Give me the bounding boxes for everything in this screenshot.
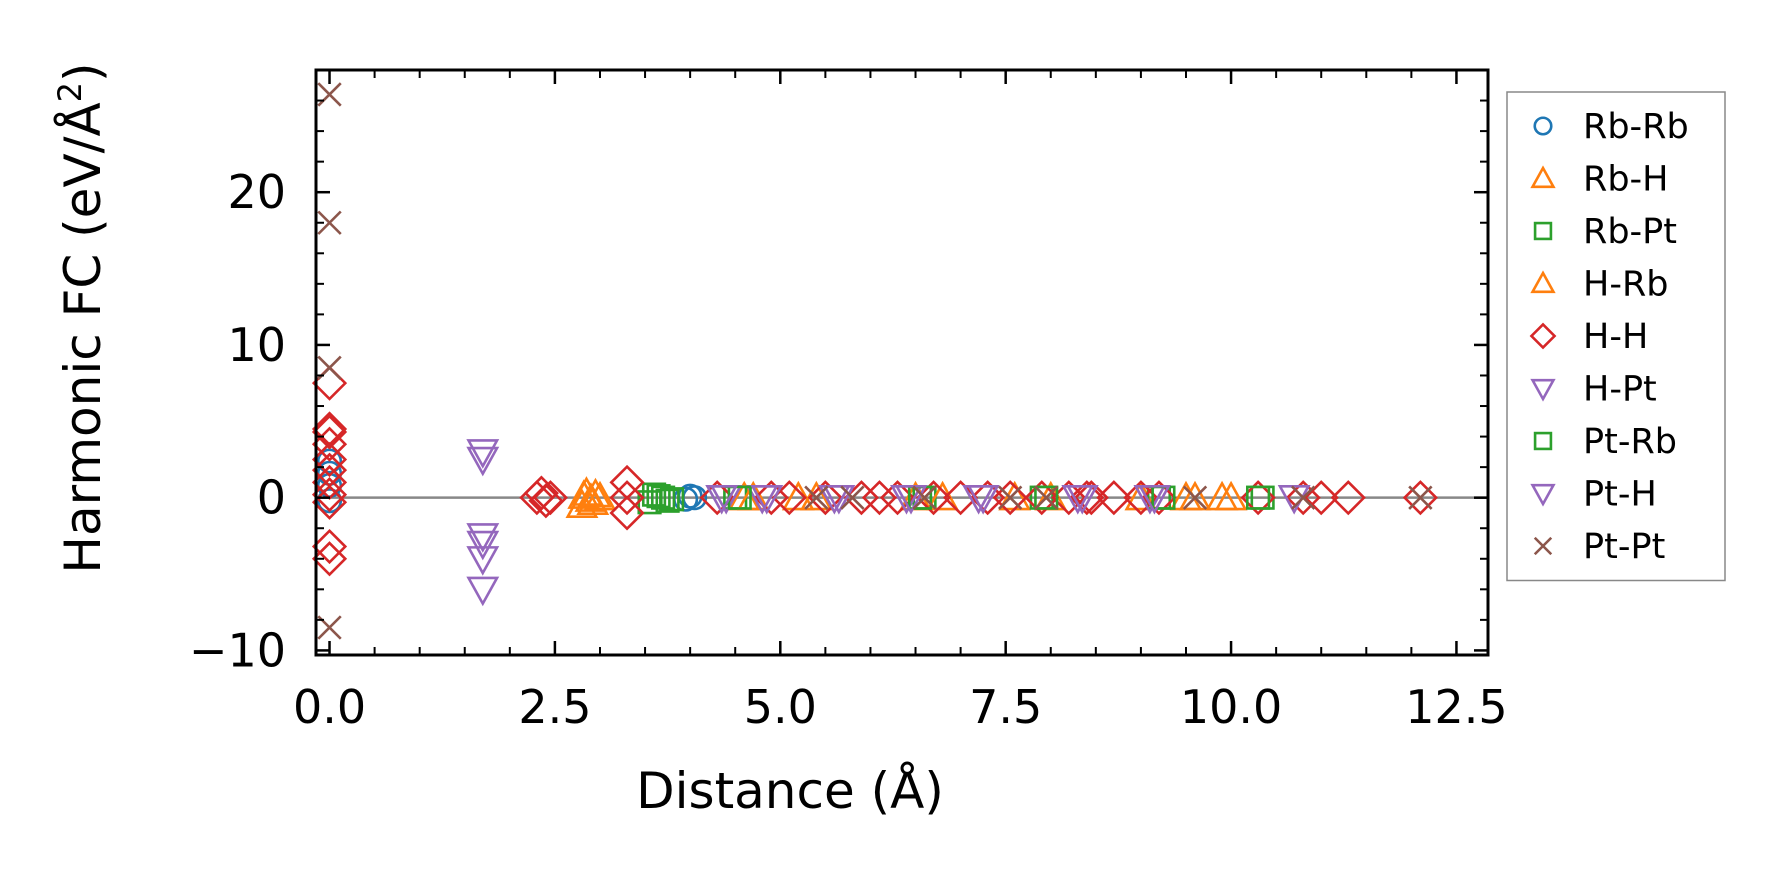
point-h-h-19 <box>753 480 789 516</box>
point-h-rb-7 <box>1214 480 1248 511</box>
point-pt-pt-11 <box>1408 485 1433 510</box>
point-rb-pt-2 <box>650 485 676 510</box>
point-h-h-14 <box>532 480 568 516</box>
point-h-pt-2 <box>466 523 500 553</box>
plot-frame <box>314 68 1490 657</box>
legend-marker-rb-h <box>1530 165 1556 189</box>
point-h-h-28 <box>992 480 1028 516</box>
point-h-h-3 <box>311 426 348 462</box>
legend-marker-h-h <box>1529 322 1557 350</box>
point-rb-pt-1 <box>641 482 667 507</box>
point-h-h-37 <box>1285 480 1321 516</box>
point-pt-rb-1 <box>655 488 680 513</box>
point-h-h-39 <box>1330 480 1366 516</box>
point-pt-h-0 <box>705 484 739 515</box>
point-pt-h-1 <box>750 484 784 515</box>
legend-marker-h-pt <box>1530 378 1556 402</box>
y-tick-label-2: 10 <box>227 318 286 372</box>
point-h-h-17 <box>609 480 645 516</box>
point-h-h-9 <box>311 477 348 513</box>
point-h-rb-2 <box>736 480 770 511</box>
x-tick-label-3: 7.5 <box>969 680 1042 734</box>
point-h-h-31 <box>1069 480 1105 516</box>
y-axis-title-superscript: 2 <box>51 82 89 102</box>
point-pt-pt-7 <box>998 485 1023 510</box>
point-h-rb-1 <box>576 485 610 515</box>
point-pt-h-3 <box>894 484 928 515</box>
point-h-h-23 <box>861 480 898 516</box>
legend-marker-h-rb <box>1530 270 1556 294</box>
point-h-h-35 <box>1141 480 1177 516</box>
point-h-h-38 <box>1303 480 1339 516</box>
legend-marker-rb-rb <box>1533 116 1553 136</box>
point-pt-pt-6 <box>912 485 937 510</box>
legend: Rb-Rb Rb-H Rb-Pt H-Rb H-H H-Pt Pt-Rb Pt-H Pt-Pt <box>1506 91 1726 582</box>
point-pt-pt-10 <box>1291 485 1316 510</box>
point-rb-pt-3 <box>660 487 685 512</box>
y-tick-label-0: −10 <box>189 623 286 677</box>
x-tick-label-0: 0.0 <box>293 680 366 734</box>
x-tick-label-2: 5.0 <box>744 680 817 734</box>
y-axis-title: Harmonic FC (eV/Å2) <box>51 62 112 573</box>
point-h-h-21 <box>807 480 843 516</box>
point-h-pt-0 <box>466 439 500 469</box>
point-h-h-40 <box>1402 480 1438 516</box>
legend-marker-pt-pt <box>1533 536 1553 556</box>
point-h-rb-6 <box>1178 480 1212 511</box>
legend-label-rb-pt: Rb-Pt <box>1583 212 1677 252</box>
legend-frame <box>1506 91 1726 582</box>
point-pt-h-6 <box>1137 484 1171 515</box>
point-h-pt-4 <box>466 546 500 576</box>
legend-marker-rb-pt <box>1533 221 1553 241</box>
point-h-pt-1 <box>466 446 500 477</box>
point-pt-pt-9 <box>1182 485 1208 510</box>
point-pt-rb-0 <box>646 484 671 509</box>
legend-marker-pt-h <box>1530 483 1556 507</box>
point-h-h-2 <box>311 414 348 450</box>
y-axis-title-main: Harmonic FC (eV/Å <box>54 102 112 573</box>
legend-label-rb-h: Rb-H <box>1583 160 1668 200</box>
point-pt-rb-4 <box>1034 485 1059 510</box>
x-tick-label-1: 2.5 <box>518 680 591 734</box>
point-pt-pt-4 <box>804 485 829 510</box>
point-h-h-4 <box>311 441 348 478</box>
point-pt-pt-1 <box>317 210 342 235</box>
legend-label-h-h: H-H <box>1583 317 1648 357</box>
point-h-pt-5 <box>466 576 500 607</box>
point-h-h-7 <box>311 528 348 565</box>
legend-label-pt-pt: Pt-Pt <box>1583 527 1665 567</box>
x-tick-label-4: 10.0 <box>1180 680 1282 734</box>
legend-label-rb-rb: Rb-Rb <box>1583 107 1689 147</box>
point-rb-h-3 <box>579 477 612 508</box>
x-tick-label-5: 12.5 <box>1405 680 1507 734</box>
point-rb-rb-3 <box>316 448 343 474</box>
point-pt-rb-6 <box>1246 485 1271 510</box>
point-h-h-33 <box>1096 480 1132 516</box>
point-pt-pt-8 <box>1034 485 1059 510</box>
y-axis-title-close: ) <box>54 62 112 82</box>
plot-area <box>311 68 1490 657</box>
legend-label-h-rb: H-Rb <box>1583 265 1668 305</box>
legend-label-pt-h: Pt-H <box>1583 475 1657 515</box>
point-h-pt-3 <box>466 530 500 561</box>
point-h-h-8 <box>311 541 348 577</box>
point-h-h-12 <box>523 475 559 511</box>
point-pt-h-2 <box>822 484 856 515</box>
axis-ticks <box>316 69 1488 655</box>
legend-label-pt-rb: Pt-Rb <box>1583 422 1677 462</box>
x-axis-title: Distance (Å) <box>636 762 944 820</box>
point-pt-pt-0 <box>317 82 342 107</box>
point-pt-pt-5 <box>840 485 865 510</box>
point-h-rb-0 <box>567 479 601 509</box>
point-h-h-16 <box>609 495 645 531</box>
legend-marker-pt-rb <box>1533 431 1553 451</box>
point-pt-h-4 <box>966 484 1000 515</box>
y-tick-label-3: 20 <box>227 165 286 219</box>
tick-labels: 0.0 2.5 5.0 7.5 10.0 12.5 −10 0 10 20 <box>189 165 1508 734</box>
point-pt-h-5 <box>1065 484 1099 515</box>
legend-label-h-pt: H-Pt <box>1583 370 1657 410</box>
y-tick-label-1: 0 <box>257 471 286 525</box>
